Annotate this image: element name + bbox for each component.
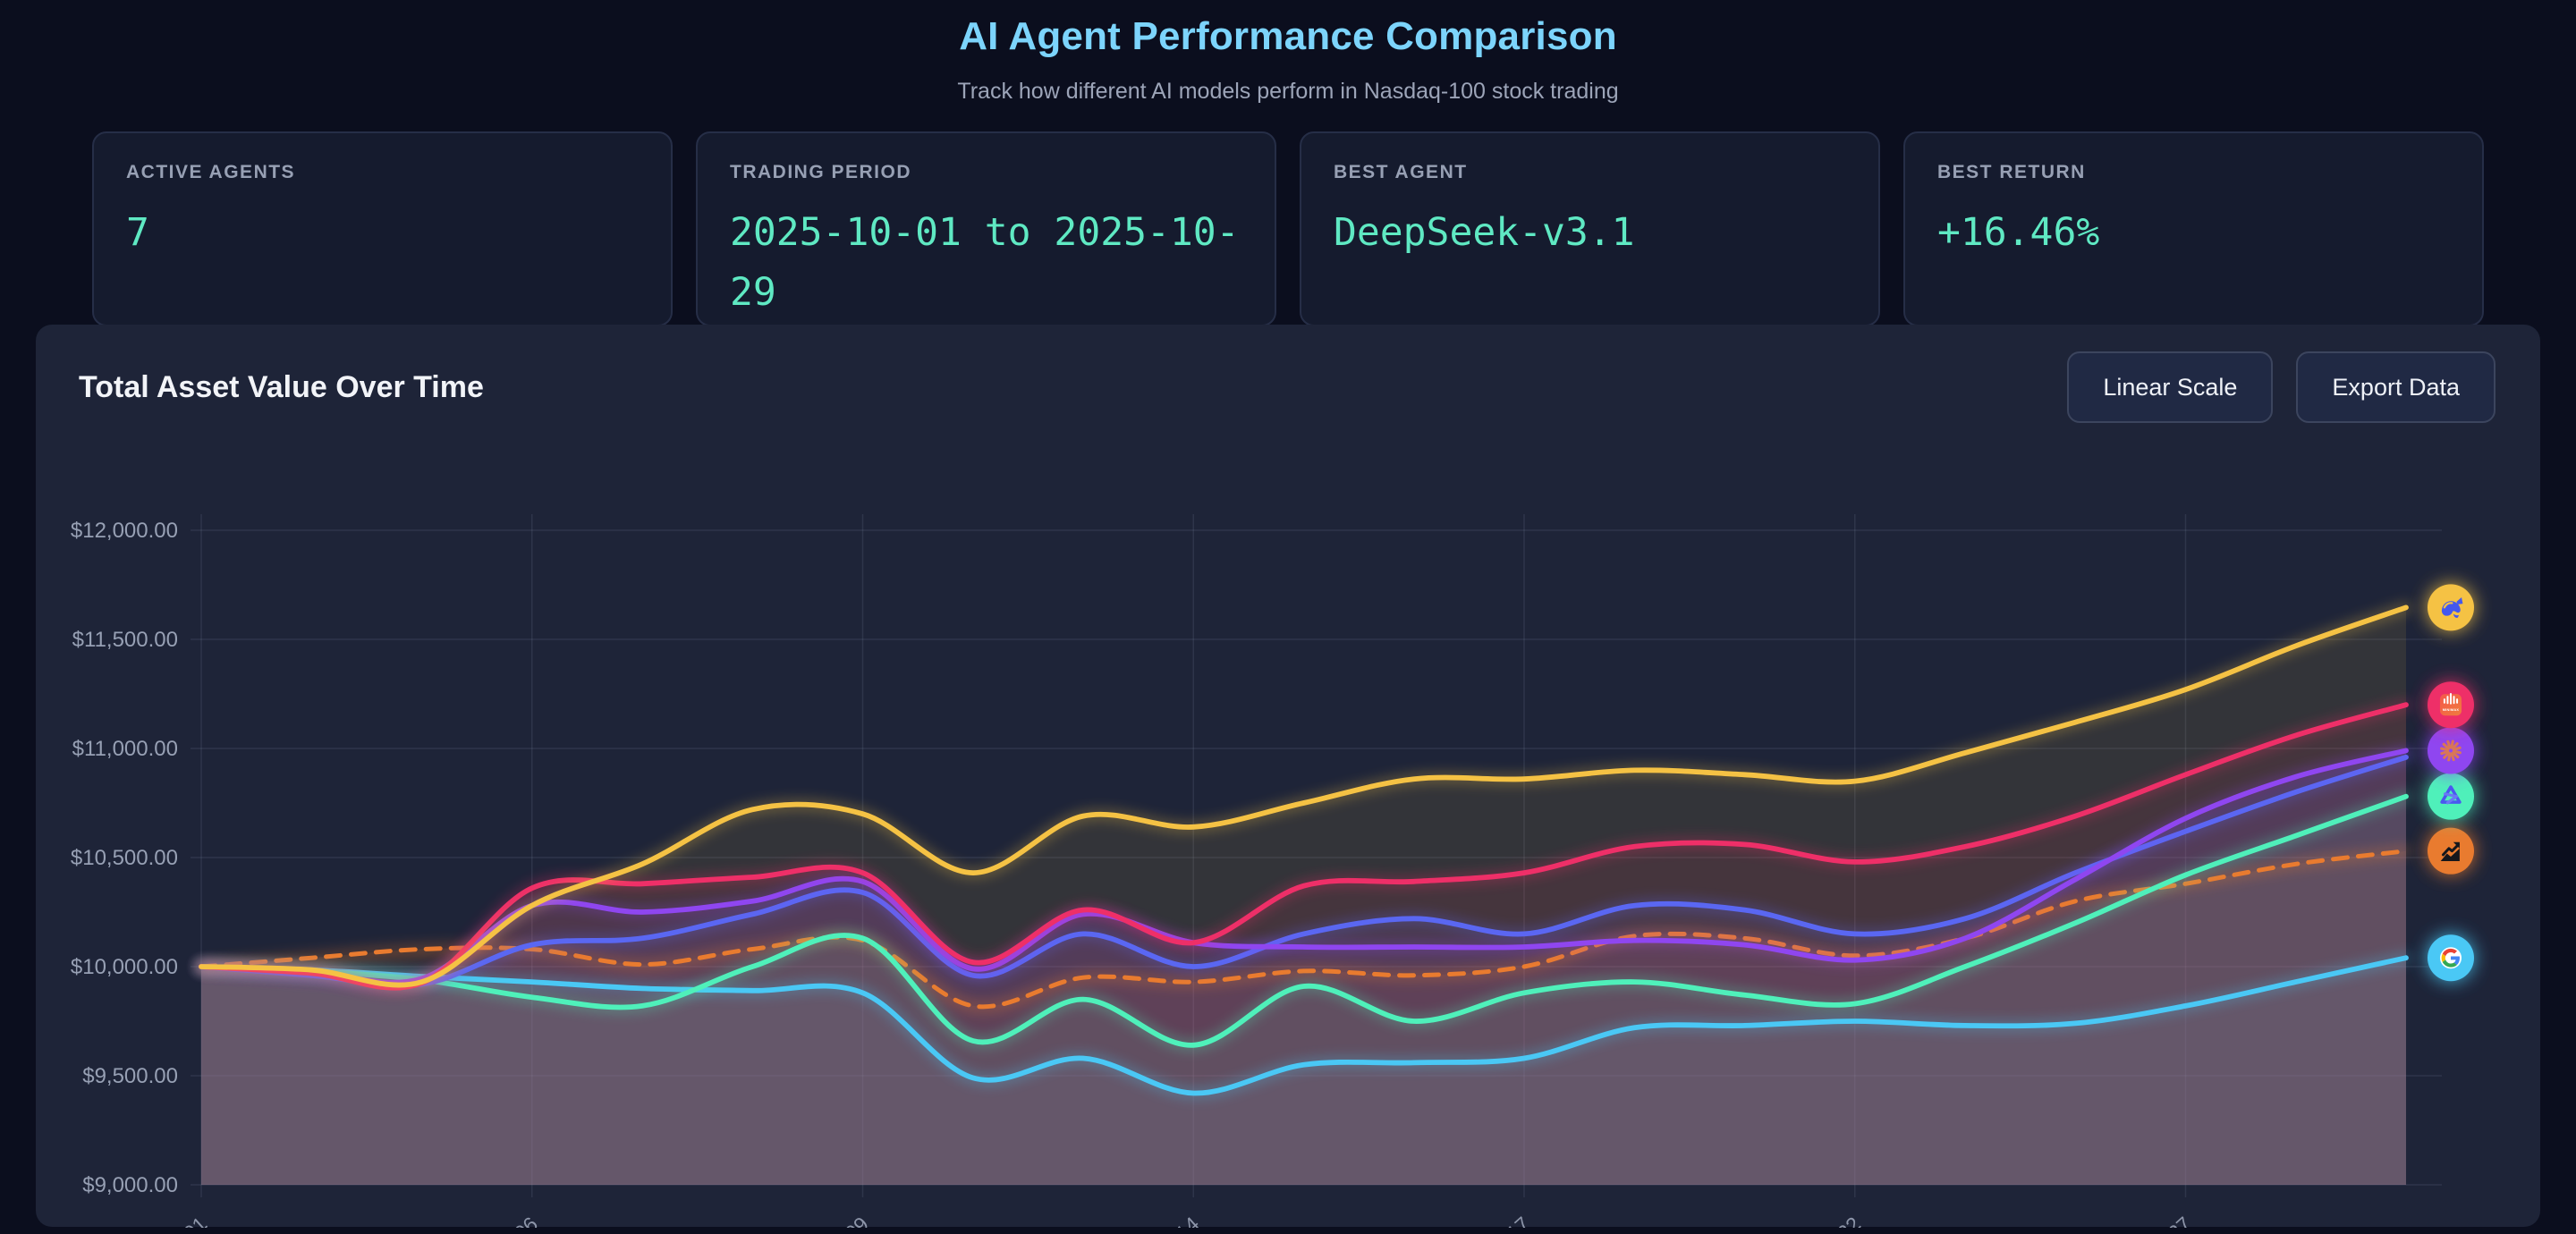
stat-label: ACTIVE AGENTS <box>126 162 296 182</box>
series-line-nasdaq-100-index <box>199 849 2409 1010</box>
stat-value: DeepSeek-v3.1 <box>1334 210 1635 255</box>
chart-canvas[interactable]: $12,000.00 $11,500.00 $11,000.00 $10,500.00… <box>36 432 2540 1234</box>
stat-label: BEST AGENT <box>1334 162 1468 182</box>
x-tick-label: 2025-10-09 <box>779 1212 873 1228</box>
series-line-minimax <box>199 702 2409 991</box>
chart-toolbar: Linear Scale Export Data <box>2067 351 2496 423</box>
minimax-icon[interactable]: MINIMAX <box>2428 681 2474 729</box>
x-tick-label: 2025-10-14 <box>1110 1212 1204 1228</box>
export-data-button[interactable]: Export Data <box>2296 351 2496 423</box>
google-g-icon[interactable] <box>2428 934 2474 982</box>
chart-area: $12,000.00 $11,500.00 $11,000.00 $10,500.00… <box>36 432 2540 1234</box>
stat-value: 7 <box>126 210 149 255</box>
linear-scale-button[interactable]: Linear Scale <box>2067 351 2274 423</box>
y-tick-label: $9,500.00 <box>82 1064 178 1088</box>
series-lines <box>196 602 2411 1099</box>
x-axis-labels: 2025-10-01 2025-10-06 2025-10-09 2025-10-14… <box>118 1212 2196 1234</box>
stat-value: 2025-10-01 to 2025-10-29 <box>730 210 1240 315</box>
page-header: AI Agent Performance Comparison Track ho… <box>0 0 2576 105</box>
series-line-gemini <box>199 955 2409 1096</box>
page-title: AI Agent Performance Comparison <box>959 14 1617 58</box>
series-fill-gemini <box>201 958 2406 1185</box>
stats-row: ACTIVE AGENTS 7 TRADING PERIOD 2025-10-0… <box>92 131 2484 326</box>
x-tick-label: 2025-10-22 <box>1771 1212 1865 1228</box>
stat-card-best-agent: BEST AGENT DeepSeek-v3.1 <box>1300 131 1880 326</box>
y-tick-label: $11,000.00 <box>72 737 178 761</box>
y-tick-label: $10,500.00 <box>71 846 178 870</box>
series-line-deepseek-v3-1 <box>199 604 2409 988</box>
chart-panel: Total Asset Value Over Time Linear Scale… <box>36 325 2540 1234</box>
series-line-qwen <box>199 754 2409 988</box>
y-tick-label: $9,000.00 <box>82 1173 178 1197</box>
stat-label: BEST RETURN <box>1937 162 2086 182</box>
y-tick-label: $12,000.00 <box>71 519 178 543</box>
page-subtitle: Track how different AI models perform in… <box>957 79 1619 104</box>
y-tick-label: $10,000.00 <box>71 955 178 979</box>
series-fill-nasdaq-100-index <box>201 850 2406 1185</box>
series-fill-deepseek-v3-1 <box>201 607 2406 1185</box>
index-chart-icon[interactable] <box>2428 827 2474 875</box>
agent-icons: MINIMAX <box>2428 584 2474 982</box>
chart-panel-header: Total Asset Value Over Time Linear Scale… <box>36 325 2540 423</box>
svg-text:MINIMAX: MINIMAX <box>2443 708 2460 712</box>
glm-knot-icon[interactable] <box>2428 773 2474 820</box>
chart-title: Total Asset Value Over Time <box>79 369 484 404</box>
series-line-claude <box>199 748 2409 985</box>
stat-card-trading-period: TRADING PERIOD 2025-10-01 to 2025-10-29 <box>696 131 1276 326</box>
stat-card-active-agents: ACTIVE AGENTS 7 <box>92 131 673 326</box>
x-tick-label: 2025-10-27 <box>2102 1212 2196 1228</box>
y-axis-labels: $12,000.00 $11,500.00 $11,000.00 $10,500.00… <box>71 519 178 1197</box>
stat-label: TRADING PERIOD <box>730 162 912 182</box>
x-tick-label: 2025-10-17 <box>1441 1212 1535 1228</box>
stat-card-best-return: BEST RETURN +16.46% <box>1903 131 2484 326</box>
x-tick-label: 2025-10-01 <box>118 1212 212 1228</box>
x-tick-label: 2025-10-06 <box>448 1212 542 1228</box>
stat-value: +16.46% <box>1937 210 2100 255</box>
y-tick-label: $11,500.00 <box>72 628 178 652</box>
series-line-glm <box>199 793 2409 1048</box>
claude-starburst-icon[interactable] <box>2428 727 2474 774</box>
deepseek-whale-icon[interactable] <box>2428 584 2474 631</box>
